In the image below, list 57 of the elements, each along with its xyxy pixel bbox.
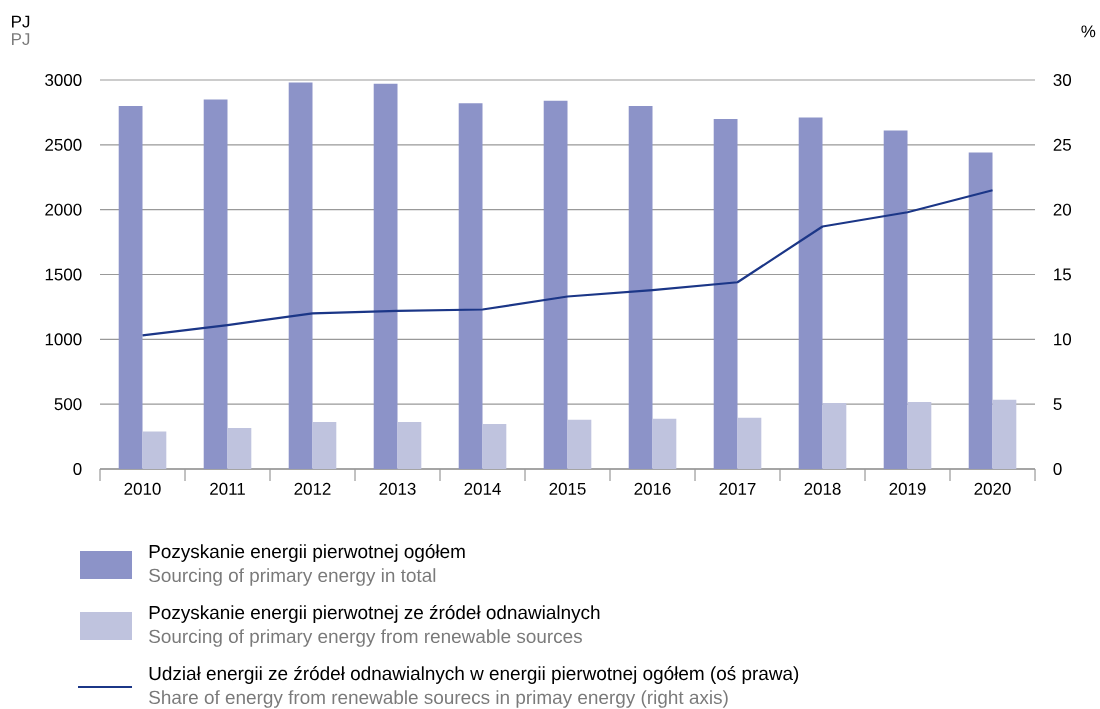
y2-tick-label: 10 bbox=[1054, 333, 1072, 346]
x-tick-label: 2010 bbox=[124, 482, 161, 495]
bar bbox=[798, 117, 823, 469]
x-tick-label: 2020 bbox=[974, 482, 1011, 495]
text: Sourcing of primary energy from renewable sources bbox=[149, 629, 582, 647]
y-tick-label: 500 bbox=[54, 398, 82, 411]
text: Sourcing of primary energy in total bbox=[149, 568, 436, 586]
legend-label: Udział energii ze źródeł odnawialnych w energii pierwotnej ogółem (oś prawa) bbox=[149, 666, 799, 684]
bar bbox=[397, 422, 422, 469]
x-tick-label: 2017 bbox=[719, 482, 756, 495]
y-axis-title: PJ bbox=[12, 15, 30, 28]
bar bbox=[458, 103, 483, 469]
y-tick-label: 2000 bbox=[45, 203, 82, 216]
bar bbox=[373, 83, 398, 469]
x-tick-label: 2015 bbox=[549, 482, 586, 495]
legend-label: Pozyskanie energii pierwotnej ogółem bbox=[149, 544, 465, 562]
bar bbox=[567, 419, 592, 469]
bar bbox=[312, 422, 337, 469]
text: Share of energy from renewable sourecs in primay energy (right axis) bbox=[149, 690, 728, 708]
x-tick-label: 2013 bbox=[379, 482, 416, 495]
y-tick-label: 3000 bbox=[45, 73, 82, 86]
bar bbox=[737, 417, 762, 469]
y2-tick-label: 25 bbox=[1053, 138, 1071, 151]
y2-tick-label: 15 bbox=[1054, 268, 1071, 281]
line-series bbox=[141, 189, 994, 337]
y2-tick-label: 5 bbox=[1053, 398, 1062, 411]
text: PJ bbox=[12, 33, 30, 46]
y-tick-label: 0 bbox=[73, 462, 82, 475]
bar bbox=[142, 431, 167, 469]
y2-axis-title: % bbox=[1081, 25, 1096, 38]
bar bbox=[968, 152, 993, 469]
bar bbox=[203, 99, 228, 469]
bar bbox=[118, 105, 143, 469]
x-tick-label: 2012 bbox=[294, 482, 331, 495]
bar bbox=[883, 130, 908, 469]
bar bbox=[543, 100, 568, 469]
y-tick-label: 1500 bbox=[45, 268, 82, 281]
y2-tick-label: 0 bbox=[1053, 462, 1062, 475]
y2-tick-label: 30 bbox=[1053, 73, 1072, 86]
x-tick-label: 2016 bbox=[634, 482, 671, 495]
bar bbox=[628, 105, 653, 469]
x-tick-label: 2014 bbox=[464, 482, 501, 495]
y-tick-label: 2500 bbox=[45, 138, 82, 151]
x-tick-label: 2018 bbox=[804, 482, 841, 495]
y-tick-label: 1000 bbox=[45, 333, 82, 346]
bar bbox=[652, 418, 677, 469]
bar bbox=[992, 399, 1017, 469]
bar bbox=[482, 423, 507, 469]
bar bbox=[822, 402, 847, 469]
bar bbox=[713, 118, 738, 469]
x-tick-label: 2011 bbox=[210, 482, 245, 495]
bar bbox=[227, 428, 252, 469]
legend-label: Pozyskanie energii pierwotnej ze źródeł odnawialnych bbox=[149, 605, 600, 623]
x-tick-label: 2019 bbox=[889, 482, 926, 495]
y2-tick-label: 20 bbox=[1053, 203, 1072, 216]
bar bbox=[288, 82, 313, 469]
bar bbox=[907, 401, 932, 469]
